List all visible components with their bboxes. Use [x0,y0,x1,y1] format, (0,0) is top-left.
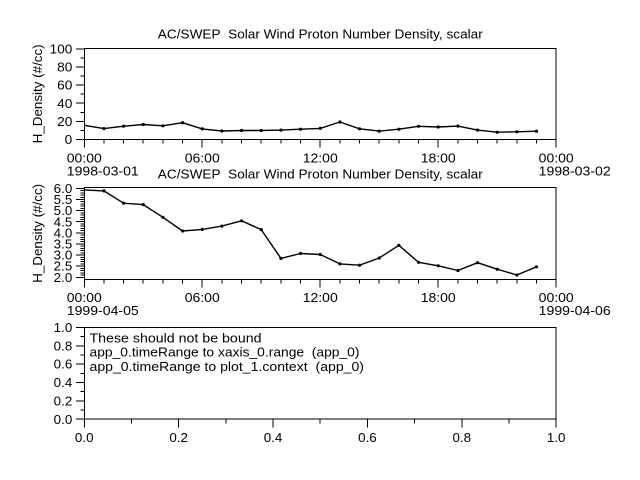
svg-text:6.0: 6.0 [54,182,73,196]
svg-text:1.0: 1.0 [547,431,566,445]
svg-text:0.2: 0.2 [54,394,73,408]
svg-text:00:00: 00:00 [539,291,574,305]
svg-text:app_0.timeRange to xaxis_0.ran: app_0.timeRange to xaxis_0.range (app_0) [90,346,360,360]
svg-text:These should not be bound: These should not be bound [90,332,262,346]
svg-text:0.6: 0.6 [54,358,73,372]
svg-text:0: 0 [65,133,73,147]
svg-text:3.0: 3.0 [54,249,73,263]
svg-text:0.2: 0.2 [169,431,188,445]
svg-text:0.8: 0.8 [453,431,472,445]
svg-text:00:00: 00:00 [67,151,102,165]
svg-text:06:00: 06:00 [185,151,220,165]
svg-text:00:00: 00:00 [67,291,102,305]
svg-text:2.0: 2.0 [54,271,73,285]
svg-text:app_0.timeRange to plot_1.cont: app_0.timeRange to plot_1.context (app_0… [90,360,365,374]
svg-text:40: 40 [57,97,72,111]
svg-text:4.5: 4.5 [54,215,73,229]
svg-text:3.5: 3.5 [54,238,73,252]
svg-text:1998-03-01: 1998-03-01 [67,165,139,179]
svg-text:0.4: 0.4 [264,431,283,445]
svg-text:12:00: 12:00 [303,291,338,305]
svg-text:1999-04-06: 1999-04-06 [539,304,611,318]
svg-text:0.0: 0.0 [75,431,94,445]
svg-text:1.0: 1.0 [54,321,73,335]
svg-text:0.4: 0.4 [54,376,73,390]
svg-text:00:00: 00:00 [539,151,574,165]
svg-text:H_Density (#/cc): H_Density (#/cc) [31,44,45,143]
svg-text:60: 60 [57,79,72,93]
svg-text:0.6: 0.6 [358,431,377,445]
svg-text:1998-03-02: 1998-03-02 [539,165,611,179]
svg-text:AC/SWEP Solar Wind Proton Num: AC/SWEP Solar Wind Proton Number Density… [158,167,483,181]
svg-text:18:00: 18:00 [421,291,456,305]
svg-text:5.0: 5.0 [54,204,73,218]
svg-text:5.5: 5.5 [54,193,73,207]
svg-text:0.8: 0.8 [54,339,73,353]
svg-text:4.0: 4.0 [54,226,73,240]
svg-text:06:00: 06:00 [185,291,220,305]
svg-text:AC/SWEP Solar Wind Proton Num: AC/SWEP Solar Wind Proton Number Density… [158,28,483,42]
svg-text:0.0: 0.0 [54,413,73,427]
svg-text:2.5: 2.5 [54,260,73,274]
svg-text:100: 100 [50,42,73,56]
svg-text:12:00: 12:00 [303,151,338,165]
svg-text:1999-04-05: 1999-04-05 [67,304,139,318]
svg-text:20: 20 [57,115,72,129]
svg-text:80: 80 [57,61,72,75]
svg-text:H_Density (#/cc): H_Density (#/cc) [31,184,45,283]
svg-text:18:00: 18:00 [421,151,456,165]
